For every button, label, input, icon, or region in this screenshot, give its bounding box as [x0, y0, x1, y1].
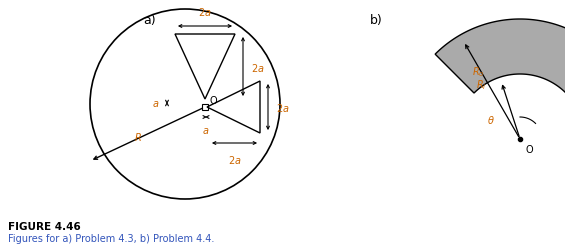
Text: O: O — [525, 144, 533, 154]
Text: $a$: $a$ — [202, 126, 210, 136]
Text: $2a$: $2a$ — [198, 6, 212, 18]
Text: $R_o$: $R_o$ — [472, 65, 485, 78]
Text: FIGURE 4.46: FIGURE 4.46 — [8, 221, 81, 231]
Text: $\theta$: $\theta$ — [487, 114, 495, 126]
Text: b): b) — [370, 14, 383, 27]
Text: $R$: $R$ — [134, 130, 142, 142]
Text: $2a$: $2a$ — [251, 61, 264, 73]
Text: O: O — [210, 96, 218, 106]
Text: $R_i$: $R_i$ — [476, 78, 486, 92]
Text: Figures for a) Problem 4.3, b) Problem 4.4.: Figures for a) Problem 4.3, b) Problem 4… — [8, 233, 214, 243]
Polygon shape — [435, 20, 565, 94]
Text: $2a$: $2a$ — [276, 102, 289, 114]
Text: $a$: $a$ — [151, 98, 159, 108]
Text: $2a$: $2a$ — [228, 154, 241, 165]
Text: a): a) — [143, 14, 155, 27]
